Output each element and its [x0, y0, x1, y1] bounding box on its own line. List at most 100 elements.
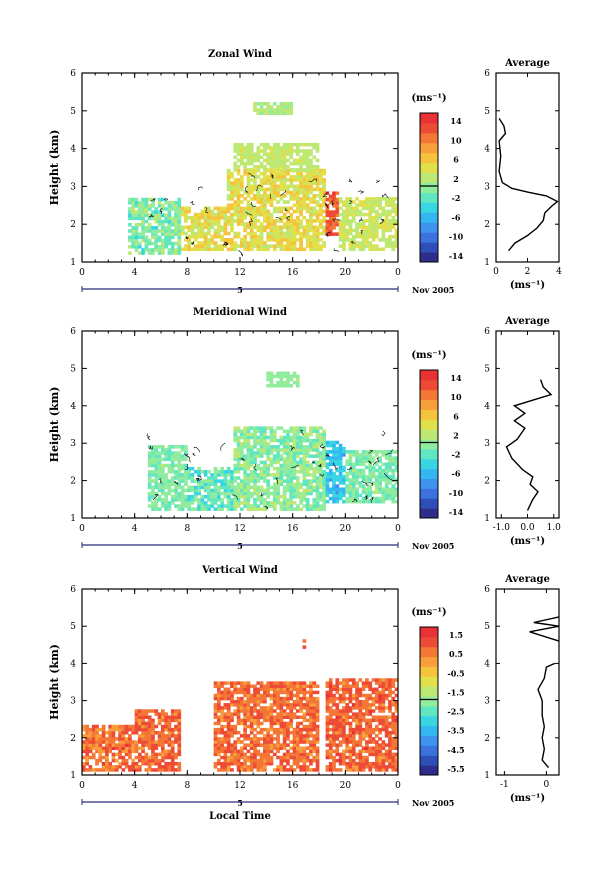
heatmap-cell — [371, 247, 376, 252]
heatmap-cell — [266, 193, 271, 198]
heatmap-cell — [292, 380, 297, 385]
average-y-tick-label: 5 — [484, 364, 490, 374]
heatmap-cell — [305, 696, 310, 701]
heatmap-cell — [335, 734, 340, 738]
heatmap-cell — [141, 758, 145, 763]
heatmap-cell — [147, 207, 152, 211]
heatmap-cell — [272, 498, 277, 502]
heatmap-cell — [151, 213, 155, 218]
heatmap-cell — [177, 504, 182, 508]
heatmap-cell — [292, 429, 297, 434]
heatmap-cell — [154, 235, 159, 240]
heatmap-cell — [105, 761, 109, 766]
heatmap-cell — [351, 484, 356, 488]
heatmap-cell — [276, 457, 280, 462]
heatmap-cell — [342, 468, 346, 473]
heatmap-cell — [226, 171, 231, 176]
heatmap-cell — [292, 445, 297, 449]
heatmap-cell — [282, 152, 287, 156]
heatmap-cell — [365, 758, 369, 763]
colorbar-segment — [420, 232, 438, 243]
heatmap-cell — [259, 149, 264, 153]
heatmap-cell — [269, 203, 274, 207]
heatmap-cell — [312, 219, 317, 223]
heatmap-cell — [233, 699, 238, 704]
heatmap-cell — [342, 740, 346, 744]
heatmap-cell — [236, 184, 241, 189]
heatmap-cell — [230, 752, 234, 757]
heatmap-cell — [315, 466, 320, 471]
heatmap-cell — [282, 715, 287, 719]
heatmap-cell — [378, 699, 382, 704]
heatmap-cell — [374, 474, 379, 479]
heatmap-cell — [348, 690, 353, 695]
heatmap-cell — [144, 210, 149, 214]
heatmap-cell — [302, 234, 307, 239]
heatmap-cell — [286, 371, 290, 376]
heatmap-cell — [295, 470, 300, 474]
heatmap-cell — [328, 755, 333, 760]
heatmap-cell — [216, 222, 221, 226]
heatmap-cell — [111, 724, 116, 729]
heatmap-cell — [256, 108, 261, 112]
heatmap-cell — [170, 498, 175, 502]
heatmap-cell — [154, 460, 159, 465]
heatmap-cell — [174, 219, 178, 224]
heatmap-cell — [384, 225, 389, 230]
heatmap-cell — [332, 712, 336, 716]
heatmap-cell — [161, 504, 165, 508]
heatmap-cell — [246, 438, 251, 443]
heatmap-cell — [177, 734, 182, 738]
heatmap-cell — [286, 171, 290, 176]
heatmap-cell — [309, 724, 313, 729]
heatmap-cell — [170, 232, 175, 236]
heatmap-cell — [394, 752, 399, 757]
heatmap-cell — [226, 184, 231, 189]
heatmap-cell — [180, 498, 185, 502]
heatmap-cell — [351, 471, 356, 476]
heatmap-cell — [243, 445, 247, 449]
heatmap-cell — [243, 168, 247, 173]
heatmap-cell — [371, 465, 376, 470]
heatmap-cell — [177, 470, 182, 474]
heatmap-cell — [391, 690, 396, 695]
heatmap-cell — [213, 491, 218, 496]
heatmap-cell — [253, 693, 257, 698]
heatmap-cell — [177, 454, 182, 458]
heatmap-cell — [305, 181, 310, 185]
heatmap-cell — [151, 248, 155, 252]
heatmap-cell — [365, 703, 369, 707]
heatmap-cell — [286, 101, 290, 106]
heatmap-cell — [286, 715, 290, 719]
heatmap-cell — [345, 690, 350, 695]
heatmap-cell — [345, 228, 350, 233]
heatmap-cell — [295, 228, 300, 233]
heatmap-cell — [332, 222, 336, 227]
heatmap-cell — [312, 168, 317, 173]
contour-line — [290, 445, 296, 451]
heatmap-cell — [263, 476, 267, 480]
heatmap-cell — [269, 231, 274, 236]
heatmap-cell — [266, 491, 271, 496]
heatmap-cell — [161, 758, 165, 763]
heatmap-cell — [335, 743, 340, 747]
heatmap-cell — [292, 451, 297, 455]
heatmap-cell — [279, 743, 284, 747]
heatmap-cell — [374, 734, 379, 738]
heatmap-cell — [289, 703, 294, 707]
heatmap-cell — [269, 721, 274, 726]
heatmap-cell — [259, 234, 264, 239]
heatmap-cell — [256, 241, 261, 245]
heatmap-cell — [259, 476, 264, 480]
heatmap-cell — [256, 768, 261, 772]
colorbar-segment — [420, 627, 438, 638]
heatmap-cell — [378, 709, 382, 713]
heatmap-cell — [236, 178, 241, 182]
heatmap-cell — [272, 718, 277, 723]
heatmap-cell — [240, 479, 244, 483]
heatmap-cell — [259, 142, 264, 147]
heatmap-cell — [358, 740, 363, 744]
heatmap-cell — [289, 498, 294, 502]
heatmap-cell — [342, 718, 346, 723]
heatmap-cell — [131, 197, 136, 202]
